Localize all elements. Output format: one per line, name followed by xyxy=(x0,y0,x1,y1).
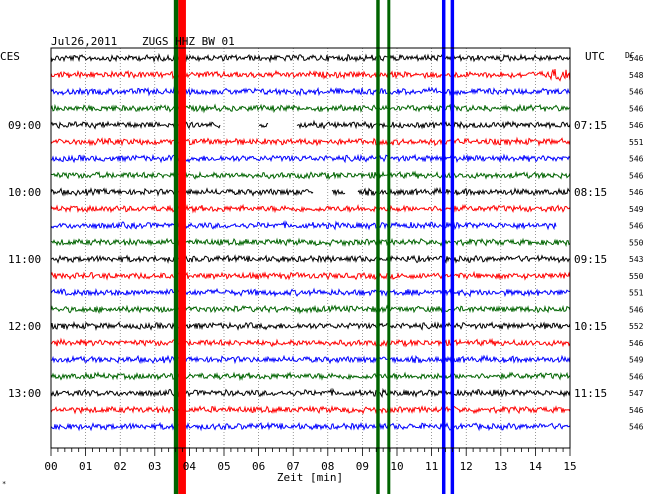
trace-line xyxy=(50,254,571,264)
dc-offset-label: 546 xyxy=(629,372,644,381)
dc-offset-label: 550 xyxy=(629,272,644,281)
dc-offset-label: 546 xyxy=(629,305,644,314)
x-tick-label: 06 xyxy=(252,460,265,473)
x-axis-ticks: 00 01 02 03 04 05 06 07 08 09 10 11 12 13 14 15 xyxy=(44,448,577,473)
left-time-label: 11:00 xyxy=(8,253,41,266)
x-tick-label: 07 xyxy=(287,460,300,473)
trace-line xyxy=(50,103,571,114)
saturated-band xyxy=(387,0,391,494)
trace-line xyxy=(50,69,571,82)
trace-lines xyxy=(50,52,571,432)
grid-lines xyxy=(85,48,536,448)
dc-offset-label: 546 xyxy=(629,121,644,130)
left-time-label: 12:00 xyxy=(8,320,41,333)
right-time-label: 08:15 xyxy=(574,186,607,199)
left-timezone-label: CES xyxy=(0,50,20,63)
trace-line xyxy=(50,320,571,332)
right-timezone-label: UTC xyxy=(585,50,605,63)
trace-line xyxy=(50,304,571,315)
dc-offset-label: 546 xyxy=(629,188,644,197)
x-tick-label: 03 xyxy=(148,460,161,473)
right-time-label: 11:15 xyxy=(574,387,607,400)
x-tick-label: 00 xyxy=(44,460,57,473)
x-tick-label: 10 xyxy=(390,460,403,473)
trace-line xyxy=(50,186,571,197)
trace-line xyxy=(50,404,571,415)
dc-offset-label: 551 xyxy=(629,289,644,298)
trace-line xyxy=(50,270,571,281)
saturated-band xyxy=(173,0,179,494)
saturated-band xyxy=(450,0,455,494)
trace-line xyxy=(50,287,571,298)
x-tick-label: 11 xyxy=(425,460,438,473)
x-tick-label: 13 xyxy=(494,460,507,473)
left-time-label: 13:00 xyxy=(8,387,41,400)
trace-line xyxy=(50,86,571,97)
left-time-label: 10:00 xyxy=(8,186,41,199)
trace-line xyxy=(50,371,571,382)
trace-line xyxy=(50,421,571,432)
x-tick-label: 02 xyxy=(114,460,127,473)
plot-frame xyxy=(50,47,571,449)
trace-line xyxy=(50,203,571,214)
trace-line xyxy=(50,153,571,164)
x-axis-label: Zeit [min] xyxy=(277,471,343,484)
dc-offset-label: 549 xyxy=(629,205,644,214)
dc-offset-label: 546 xyxy=(629,88,644,97)
saturated-band xyxy=(178,0,186,494)
dc-offset-label: 552 xyxy=(629,322,644,331)
left-time-label: 09:00 xyxy=(8,119,41,132)
left-time-labels: 09:00 10:00 11:00 12:00 13:00 xyxy=(8,119,41,400)
dc-offset-labels: 546 548 546 546 546 551 546 546 546 549 546 550 543 5… xyxy=(629,54,644,432)
right-time-label: 09:15 xyxy=(574,253,607,266)
trace-line xyxy=(50,237,571,248)
trace-line xyxy=(50,354,571,365)
dc-offset-label: 546 xyxy=(629,155,644,164)
trace-line xyxy=(50,52,571,64)
dc-offset-label: 543 xyxy=(629,255,644,264)
right-time-label: 07:15 xyxy=(574,119,607,132)
dc-offset-label: 547 xyxy=(629,389,644,398)
dc-offset-label: 546 xyxy=(629,171,644,180)
dc-offset-label: 546 xyxy=(629,222,644,231)
trace-line xyxy=(50,136,571,147)
dc-offset-label: 548 xyxy=(629,71,644,80)
x-tick-label: 12 xyxy=(460,460,473,473)
dc-offset-label: 546 xyxy=(629,104,644,113)
dc-offset-label: 546 xyxy=(629,54,644,63)
trace-line xyxy=(50,387,571,399)
x-tick-label: 05 xyxy=(217,460,230,473)
dc-offset-label: 546 xyxy=(629,423,644,432)
trace-line xyxy=(50,337,571,348)
dc-offset-label: 550 xyxy=(629,238,644,247)
dc-offset-label: 551 xyxy=(629,138,644,147)
x-tick-label: 04 xyxy=(183,460,197,473)
x-tick-label: 15 xyxy=(563,460,576,473)
x-tick-label: 14 xyxy=(529,460,543,473)
trace-line xyxy=(50,119,571,130)
saturated-band xyxy=(376,0,380,494)
dc-offset-label: 549 xyxy=(629,356,644,365)
right-time-label: 10:15 xyxy=(574,320,607,333)
corner-mark: * xyxy=(2,480,6,488)
header-station: ZUGS HHZ BW 01 xyxy=(142,35,235,48)
trace-line xyxy=(50,170,571,181)
x-tick-label: 01 xyxy=(79,460,92,473)
x-tick-label: 08 xyxy=(321,460,334,473)
saturated-band xyxy=(441,0,446,494)
saturated-bands xyxy=(173,0,455,494)
dc-offset-label: 546 xyxy=(629,339,644,348)
dc-offset-label: 546 xyxy=(629,406,644,415)
header-date: Jul26,2011 xyxy=(51,35,117,48)
right-time-labels: 07:15 08:15 09:15 10:15 11:15 xyxy=(574,119,607,400)
x-tick-label: 09 xyxy=(356,460,369,473)
trace-line xyxy=(50,220,557,231)
dc-label: DC xyxy=(625,51,635,60)
